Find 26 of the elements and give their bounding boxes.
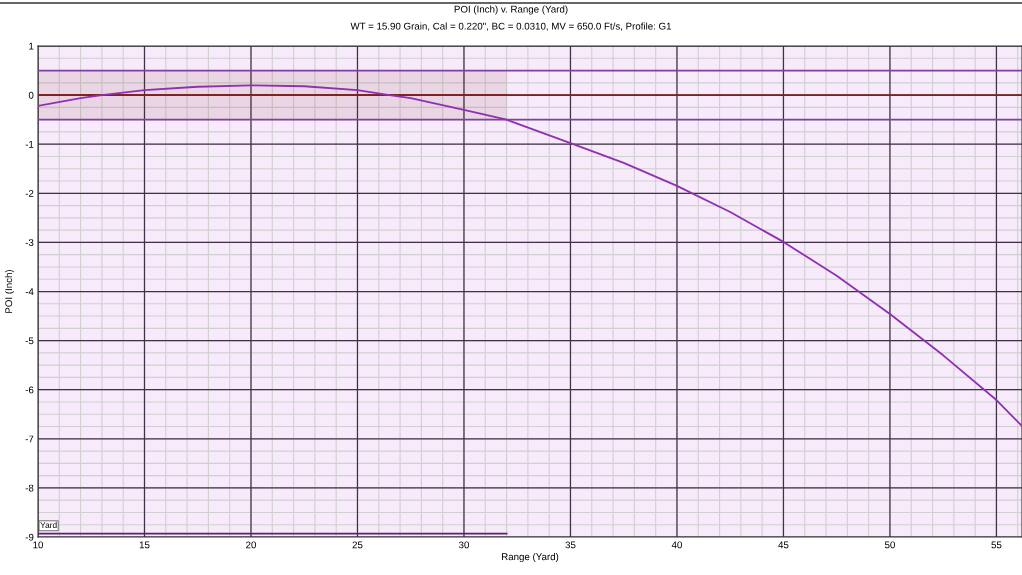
x-tick-label: 50 [884, 541, 895, 549]
x-tick-label: 35 [565, 541, 576, 549]
x-tick-label: 25 [352, 541, 363, 549]
y-tick-label: -9 [25, 533, 34, 541]
series-label: Yard [40, 521, 57, 528]
y-tick-label: 0 [28, 91, 34, 99]
y-tick-label: -5 [25, 337, 34, 345]
x-tick-label: 10 [33, 541, 44, 549]
x-tick-label: 40 [671, 541, 682, 549]
x-tick-label: 20 [246, 541, 257, 549]
y-tick-label: -3 [25, 239, 34, 247]
x-tick-label: 45 [778, 541, 789, 549]
x-tick-label: 15 [139, 541, 150, 549]
x-axis-title: Range (Yard) [501, 553, 559, 563]
y-tick-label: 1 [29, 42, 34, 50]
y-tick-label: -6 [25, 386, 34, 394]
y-tick-label: -4 [25, 288, 34, 296]
x-tick-label: 30 [458, 541, 469, 549]
y-axis-title: POI (Inch) [5, 269, 15, 313]
chart-title: POI (Inch) v. Range (Yard) [454, 5, 568, 15]
y-tick-label: -1 [25, 141, 34, 148]
chart-subtitle: WT = 15.90 Grain, Cal = 0.220", BC = 0.0310, MV = 650.0 Ft/s, Profile: G1 [350, 22, 672, 31]
y-tick-label: -8 [25, 484, 34, 492]
y-tick-label: -2 [25, 190, 34, 197]
y-tick-label: -7 [25, 435, 34, 443]
x-tick-label: 55 [991, 541, 1002, 549]
